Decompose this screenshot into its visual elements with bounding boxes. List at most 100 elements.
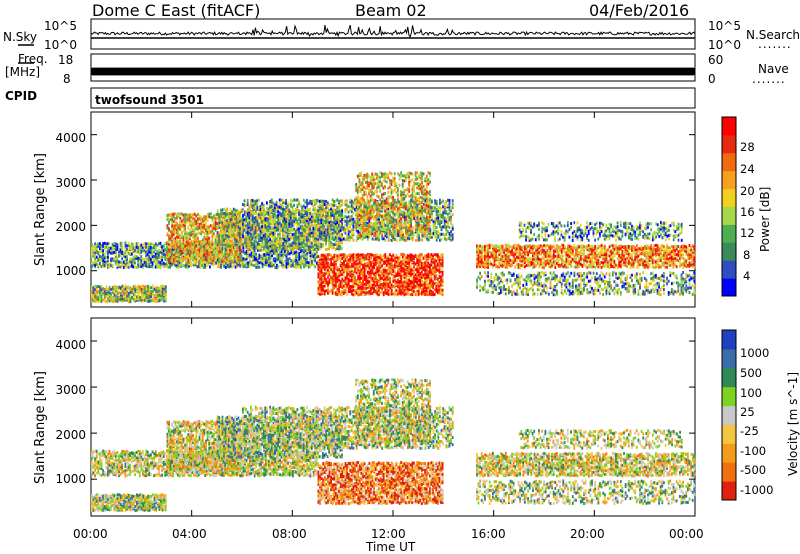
- echo-cell: [288, 214, 290, 217]
- echo-cell: [429, 228, 431, 231]
- echo-cell: [94, 255, 96, 258]
- echo-cell: [208, 248, 210, 251]
- echo-cell: [222, 212, 224, 215]
- echo-cell: [256, 208, 258, 211]
- echo-cell: [279, 230, 281, 233]
- echo-cell: [303, 215, 305, 218]
- echo-cell: [248, 206, 250, 209]
- echo-cell: [224, 252, 226, 255]
- echo-cell: [294, 258, 296, 261]
- echo-cell: [213, 215, 215, 218]
- echo-cell: [170, 237, 172, 240]
- echo-cell: [129, 260, 131, 263]
- echo-cell: [137, 242, 139, 245]
- echo-cell: [357, 237, 359, 240]
- echo-cell: [234, 256, 236, 259]
- echo-cell: [176, 222, 178, 225]
- echo-cell: [349, 209, 351, 212]
- echo-cell: [439, 199, 441, 202]
- echo-cell: [324, 263, 326, 266]
- echo-cell: [252, 243, 254, 246]
- echo-cell: [189, 254, 191, 257]
- echo-cell: [279, 199, 281, 202]
- echo-cell: [217, 265, 219, 268]
- echo-cell: [340, 200, 342, 203]
- echo-cell: [313, 217, 315, 220]
- echo-cell: [273, 264, 275, 267]
- echo-cell: [199, 226, 201, 229]
- echo-cell: [226, 238, 228, 241]
- echo-cell: [200, 240, 202, 243]
- echo-cell: [144, 291, 146, 294]
- echo-cell: [260, 208, 262, 211]
- echo-cell: [195, 244, 197, 247]
- echo-cell: [452, 233, 454, 236]
- echo-cell: [237, 255, 239, 258]
- echo-cell: [280, 204, 282, 207]
- echo-cell: [298, 246, 300, 249]
- echo-cell: [104, 264, 106, 267]
- echo-cell: [317, 199, 319, 202]
- echo-cell: [247, 220, 249, 223]
- echo-cell: [207, 244, 209, 247]
- echo-cell: [247, 212, 249, 215]
- echo-cell: [208, 240, 210, 243]
- echo-cell: [168, 237, 170, 240]
- echo-cell: [252, 218, 254, 221]
- echo-cell: [271, 262, 273, 265]
- echo-cell: [170, 249, 172, 252]
- echo-cell: [202, 243, 204, 246]
- echo-cell: [145, 261, 147, 264]
- echo-cell: [290, 203, 292, 206]
- echo-cell: [118, 253, 120, 256]
- echo-cell: [230, 232, 232, 235]
- echo-cell: [326, 272, 328, 275]
- echo-cell: [113, 251, 115, 254]
- echo-cell: [94, 300, 96, 303]
- echo-cell: [194, 235, 196, 238]
- echo-cell: [268, 245, 270, 248]
- echo-cell: [131, 243, 133, 246]
- echo-cell: [346, 224, 348, 227]
- echo-cell: [434, 218, 436, 221]
- echo-cell: [228, 230, 230, 233]
- echo-cell: [238, 240, 240, 243]
- echo-cell: [240, 254, 242, 257]
- echo-cell: [263, 216, 265, 219]
- echo-cell: [319, 204, 321, 207]
- echo-cell: [220, 226, 222, 229]
- echo-cell: [243, 257, 245, 260]
- echo-cell: [316, 210, 318, 213]
- echo-cell: [329, 278, 331, 281]
- echo-cell: [295, 254, 297, 257]
- echo-cell: [300, 214, 302, 217]
- echo-cell: [439, 239, 441, 242]
- echo-cell: [239, 227, 241, 230]
- echo-cell: [134, 285, 136, 288]
- echo-cell: [179, 217, 181, 220]
- echo-cell: [260, 230, 262, 233]
- echo-cell: [91, 300, 93, 303]
- echo-cell: [97, 264, 99, 267]
- echo-cell: [117, 243, 119, 246]
- echo-cell: [417, 239, 419, 242]
- echo-cell: [230, 226, 232, 229]
- echo-cell: [234, 233, 236, 236]
- echo-cell: [114, 296, 116, 299]
- echo-cell: [200, 260, 202, 263]
- echo-cell: [101, 256, 103, 259]
- echo-cell: [276, 221, 278, 224]
- echo-cell: [150, 286, 152, 289]
- echo-cell: [444, 220, 446, 223]
- echo-cell: [222, 230, 224, 233]
- echo-cell: [112, 251, 114, 254]
- echo-cell: [284, 260, 286, 263]
- echo-cell: [179, 259, 181, 262]
- echo-cell: [293, 244, 295, 247]
- echo-cell: [306, 236, 308, 239]
- echo-cell: [439, 206, 441, 209]
- echo-cell: [227, 264, 229, 267]
- echo-cell: [282, 251, 284, 254]
- echo-cell: [351, 218, 353, 221]
- echo-cell: [282, 261, 284, 264]
